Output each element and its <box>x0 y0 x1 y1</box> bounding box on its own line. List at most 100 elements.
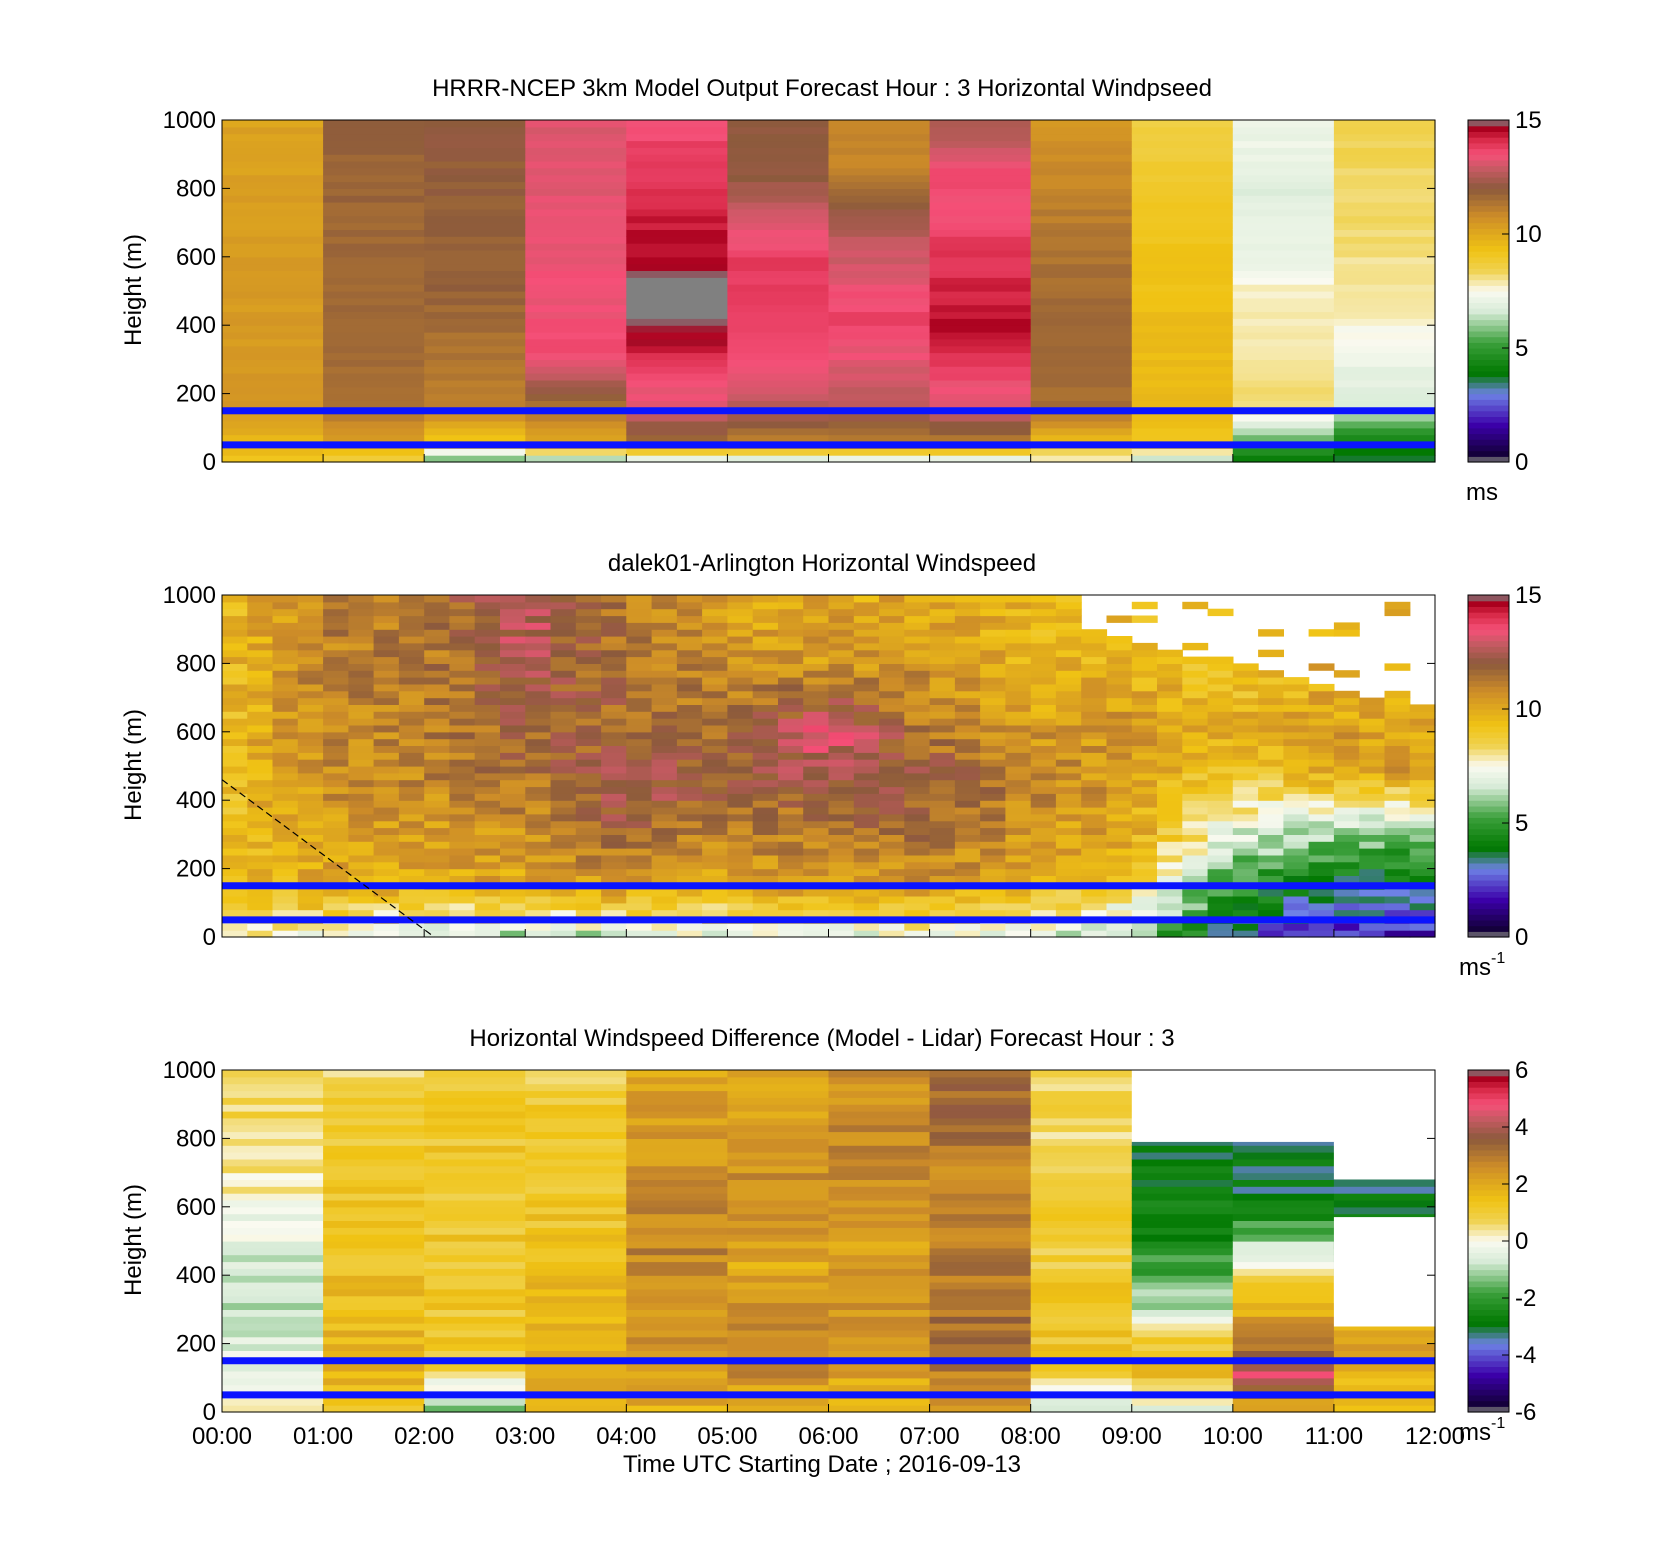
heatmap-cell <box>348 896 375 904</box>
heatmap-cell <box>1131 1213 1234 1221</box>
heatmap-cell <box>651 909 678 917</box>
heatmap-cell <box>348 752 375 760</box>
colorbar-segment <box>1468 777 1509 784</box>
heatmap-cell <box>424 1254 526 1263</box>
heatmap-cell <box>1409 834 1436 842</box>
heatmap-cell <box>323 1261 425 1269</box>
heatmap-cell <box>879 595 905 603</box>
x-tick-label: 12:00 <box>1405 1423 1465 1450</box>
heatmap-cell <box>1055 854 1082 863</box>
heatmap-cell <box>980 896 1006 904</box>
heatmap-cell <box>323 1227 425 1235</box>
heatmap-cell <box>222 345 324 354</box>
heatmap-cell <box>222 615 248 623</box>
heatmap-cell <box>1131 827 1158 835</box>
heatmap-cell <box>1030 800 1057 808</box>
heatmap-cell <box>1131 1371 1234 1379</box>
heatmap-cell <box>929 909 956 917</box>
heatmap-cell <box>323 772 349 781</box>
colorbar-segment <box>1468 387 1509 395</box>
heatmap-cell <box>247 656 274 664</box>
heatmap-cell <box>550 697 577 705</box>
colorbar-segment <box>1468 1201 1509 1208</box>
heatmap-cell <box>222 1254 324 1263</box>
heatmap-cell <box>424 140 526 148</box>
heatmap-cell <box>879 800 905 808</box>
heatmap-cell <box>373 807 400 815</box>
heatmap-cell <box>1030 1316 1133 1324</box>
heatmap-cell <box>1030 841 1057 849</box>
heatmap-cell <box>247 800 274 808</box>
heatmap-cell <box>828 779 855 788</box>
heatmap-cell <box>727 352 830 360</box>
colorbar-segment <box>1468 137 1509 144</box>
heatmap-cell <box>601 834 627 842</box>
heatmap-cell <box>879 704 905 712</box>
heatmap-cell <box>222 318 324 326</box>
heatmap-cell <box>752 690 779 699</box>
y-ticks: 0 200 400 600 800 1000 <box>163 107 216 476</box>
heatmap-cell <box>1409 827 1436 835</box>
heatmap-cell <box>828 738 855 746</box>
heatmap-cell <box>626 841 653 849</box>
heatmap-cell <box>525 889 552 897</box>
heatmap-cell <box>1333 277 1436 285</box>
x-tick-label: 04:00 <box>596 1423 656 1450</box>
heatmap-cell <box>651 752 678 760</box>
heatmap-cell <box>323 202 425 210</box>
heatmap-cell <box>1106 793 1133 801</box>
heatmap-cell <box>752 697 779 705</box>
heatmap-cell <box>803 861 830 870</box>
heatmap-cell <box>1409 861 1436 870</box>
heatmap-cell <box>778 889 804 897</box>
heatmap-cell <box>1308 800 1335 808</box>
heatmap-cell <box>651 766 678 774</box>
heatmap-cell <box>727 1234 830 1242</box>
heatmap-cell <box>525 909 552 917</box>
heatmap-cell <box>828 1165 931 1174</box>
heatmap-cell <box>752 854 779 863</box>
heatmap-cell <box>727 642 754 651</box>
heatmap-cell <box>727 1111 830 1119</box>
heatmap-cell <box>1258 677 1284 685</box>
heatmap-cell <box>1030 338 1133 347</box>
heatmap-cell <box>1055 759 1082 767</box>
heatmap-cell <box>1232 1200 1335 1208</box>
heatmap-cell <box>1182 834 1209 842</box>
heatmap-cell <box>424 1097 526 1105</box>
heatmap-cell <box>1030 236 1133 244</box>
heatmap-cell <box>828 1131 931 1139</box>
heatmap-cell <box>247 868 274 876</box>
heatmap-cell <box>626 807 653 815</box>
heatmap-cell <box>828 896 855 904</box>
heatmap-cell <box>1333 291 1436 299</box>
heatmap-cell <box>424 1213 526 1221</box>
heatmap-cell <box>1232 1234 1335 1242</box>
colorbar-segment <box>1468 629 1509 636</box>
heatmap-cell <box>500 683 526 692</box>
heatmap-cell <box>474 766 501 774</box>
heatmap-cell <box>828 195 931 203</box>
heatmap-cell <box>449 834 476 842</box>
heatmap-cell <box>1207 800 1234 808</box>
heatmap-cell <box>1106 642 1133 651</box>
heatmap-cell <box>1005 759 1032 767</box>
heatmap-cell <box>1232 1247 1335 1256</box>
colorbar-segment <box>1468 1109 1509 1117</box>
heatmap-cell <box>626 222 728 230</box>
heatmap-cell <box>1030 304 1133 313</box>
heatmap-cell <box>727 133 830 142</box>
heatmap-cell <box>1030 930 1057 938</box>
heatmap-cell <box>449 690 476 699</box>
heatmap-cell <box>525 896 552 904</box>
heatmap-cell <box>247 786 274 794</box>
colorbar-ticks: 0 5 10 15 <box>1515 582 1542 951</box>
heatmap-cell <box>1131 229 1234 237</box>
heatmap-cell <box>778 772 804 781</box>
heatmap-cell <box>676 834 703 842</box>
heatmap-cell <box>1359 841 1386 849</box>
heatmap-cell <box>449 779 476 788</box>
heatmap-cell <box>828 889 855 897</box>
heatmap-cell <box>297 868 324 876</box>
heatmap-cell <box>449 807 476 815</box>
